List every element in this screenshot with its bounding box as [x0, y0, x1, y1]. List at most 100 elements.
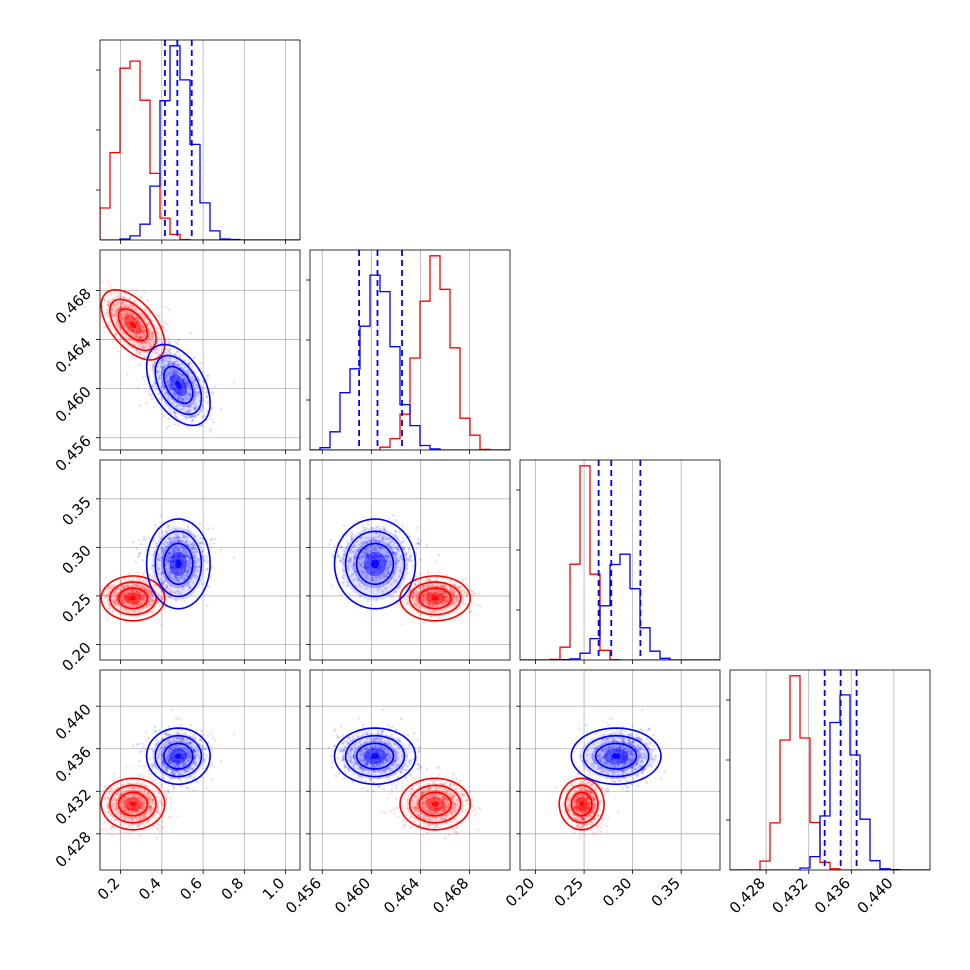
scatter-point [173, 371, 177, 375]
scatter-point [138, 404, 142, 407]
scatter-point [196, 560, 199, 563]
scatter-point [111, 611, 115, 614]
scatter-point [170, 388, 173, 391]
scatter-point [170, 548, 173, 552]
scatter-point [160, 373, 163, 376]
scatter-point [425, 543, 429, 547]
scatter-point [150, 335, 154, 339]
scatter-point [446, 598, 449, 601]
scatter-point [165, 329, 168, 332]
scatter-point [106, 304, 110, 307]
scatter-point [104, 299, 107, 302]
scatter-point [386, 544, 390, 547]
scatter-point [184, 415, 187, 419]
scatter-point [158, 572, 161, 576]
scatter-point [110, 825, 113, 829]
scatter-point [172, 555, 176, 558]
scatter-point [441, 590, 444, 594]
scatter-point [340, 559, 343, 563]
scatter-point [187, 405, 191, 409]
scatter-point [177, 536, 181, 539]
scatter-point [366, 523, 370, 526]
scatter-point [110, 584, 114, 587]
scatter-point [131, 307, 134, 311]
scatter-point [176, 397, 180, 400]
scatter-point [352, 568, 355, 571]
scatter-point [375, 532, 378, 535]
scatter-point [114, 310, 118, 314]
scatter-point [162, 386, 166, 389]
scatter-point [188, 585, 192, 589]
scatter-point [427, 594, 430, 598]
scatter-point [183, 536, 186, 539]
scatter-point [192, 541, 195, 544]
scatter-point [391, 538, 394, 542]
scatter-point [348, 561, 352, 564]
scatter-point [170, 375, 173, 379]
scatter-point [153, 380, 157, 383]
scatter-point [450, 589, 454, 592]
scatter-point [186, 571, 190, 575]
scatter-point [106, 810, 110, 814]
scatter-point [385, 537, 389, 540]
scatter-point [172, 551, 175, 554]
scatter-point [165, 375, 168, 379]
scatter-point [127, 593, 131, 596]
scatter-point [131, 316, 135, 320]
scatter-point [166, 560, 170, 563]
scatter-point [172, 378, 175, 382]
scatter-point [126, 595, 129, 599]
scatter-point [162, 358, 165, 362]
scatter-point [156, 827, 160, 831]
scatter-point [184, 382, 188, 386]
scatter-point [141, 816, 144, 820]
scatter-point [421, 599, 425, 602]
scatter-point [122, 596, 126, 599]
scatter-point [135, 584, 138, 587]
scatter-point [161, 582, 164, 586]
scatter-point [386, 554, 390, 558]
scatter-point [127, 598, 131, 602]
scatter-point [349, 535, 353, 538]
scatter-point [152, 332, 155, 335]
scatter-point [167, 526, 171, 530]
scatter-point [194, 573, 198, 577]
scatter-point [375, 531, 378, 535]
scatter-point [127, 313, 131, 317]
scatter-point [455, 599, 458, 602]
scatter-point [167, 554, 171, 557]
scatter-point [156, 810, 160, 814]
scatter-point [357, 557, 361, 560]
scatter-point [135, 590, 139, 594]
scatter-point [169, 376, 173, 379]
scatter-point [114, 290, 117, 294]
scatter-point [167, 360, 171, 364]
scatter-point [162, 384, 166, 387]
scatter-point [451, 595, 455, 599]
scatter-point [373, 552, 376, 555]
scatter-point [124, 316, 128, 320]
scatter-point [150, 599, 154, 602]
scatter-point [362, 529, 366, 533]
scatter-point [124, 809, 127, 813]
scatter-point [171, 565, 174, 568]
scatter-point [431, 600, 435, 603]
scatter-point [181, 585, 184, 588]
scatter-point [422, 599, 426, 603]
scatter-point [171, 553, 174, 557]
scatter-point [395, 556, 399, 559]
scatter-point [146, 793, 149, 797]
scatter-point [384, 559, 387, 562]
scatter-point [136, 824, 140, 828]
scatter-point [346, 584, 350, 587]
scatter-point [434, 593, 438, 596]
scatter-point [202, 558, 205, 561]
scatter-point [153, 779, 156, 782]
scatter-point [422, 596, 425, 599]
scatter-point [369, 571, 373, 574]
scatter-point [423, 595, 427, 598]
scatter-point [192, 571, 196, 574]
scatter-point [138, 326, 142, 330]
scatter-point [427, 599, 431, 603]
scatter-point [438, 589, 442, 592]
